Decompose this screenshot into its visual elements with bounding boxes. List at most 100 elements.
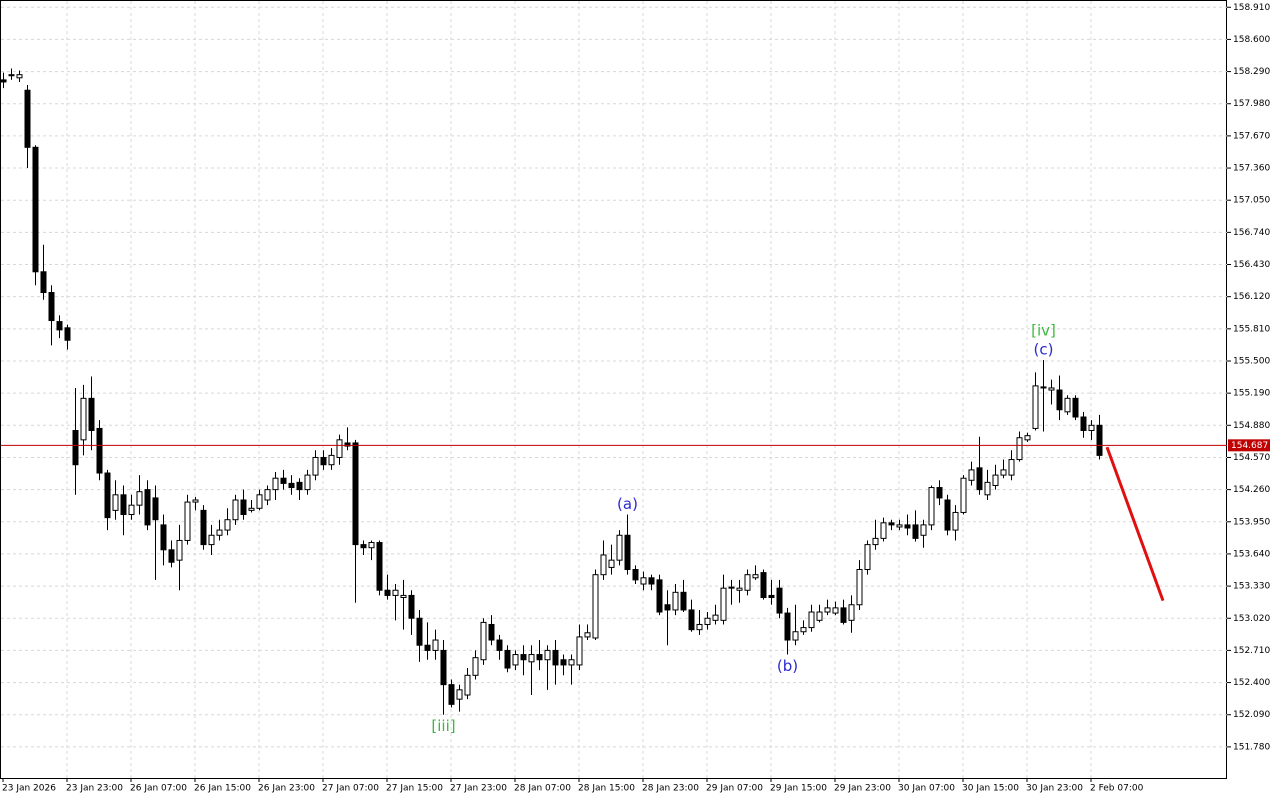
candle-body-bear bbox=[936, 487, 943, 499]
candle-body-bull bbox=[432, 639, 439, 651]
y-tick-label: 152.400 bbox=[1233, 678, 1270, 688]
candle-body-bull bbox=[928, 487, 935, 526]
candle-body-bear bbox=[688, 609, 695, 631]
candle-body-bull bbox=[896, 524, 903, 528]
candle-body-bull bbox=[568, 659, 575, 666]
candle-body-bull bbox=[1064, 397, 1071, 413]
candle-body-bull bbox=[1032, 385, 1039, 429]
y-tick-label: 155.810 bbox=[1233, 324, 1270, 334]
candle-body-bull bbox=[704, 617, 711, 625]
candle-body-bear bbox=[152, 497, 159, 521]
x-tick-label: 26 Jan 07:00 bbox=[130, 784, 187, 794]
candle-body-bull bbox=[184, 501, 191, 541]
candle-body-bear bbox=[288, 482, 295, 489]
candle-body-bear bbox=[320, 456, 327, 466]
x-tick-label: 29 Jan 23:00 bbox=[834, 784, 891, 794]
candle-body-bear bbox=[104, 472, 111, 519]
candle-body-bear bbox=[296, 481, 303, 491]
y-tick-label: 158.600 bbox=[1233, 35, 1270, 45]
candle-body-bull bbox=[608, 559, 615, 568]
candle-body-bull bbox=[576, 636, 583, 666]
candle-body-bull bbox=[544, 649, 551, 661]
candle-body-bull bbox=[8, 74, 15, 77]
candle-body-bear bbox=[1080, 416, 1087, 431]
candle-body-bull bbox=[456, 689, 463, 700]
candle-body-bull bbox=[600, 554, 607, 576]
x-tick-label: 30 Jan 07:00 bbox=[898, 784, 955, 794]
candle-body-bull bbox=[176, 539, 183, 561]
candle-body-bear bbox=[768, 594, 775, 599]
wave-label: [iv] bbox=[1031, 321, 1056, 339]
wave-label: (c) bbox=[1034, 340, 1054, 358]
candle-body-bull bbox=[272, 477, 279, 491]
candle-body-bull bbox=[592, 574, 599, 639]
candle-body-bull bbox=[1088, 424, 1095, 431]
candle-body-bear bbox=[168, 549, 175, 563]
candle-body-bear bbox=[560, 659, 567, 666]
candle-body-bull bbox=[816, 611, 823, 621]
candle-body-bear bbox=[624, 534, 631, 570]
candle-body-bull bbox=[512, 654, 519, 666]
candle-body-bull bbox=[736, 587, 743, 591]
candle-body-bull bbox=[872, 537, 879, 546]
candle-body-bear bbox=[648, 577, 655, 585]
candle-body-bear bbox=[488, 623, 495, 641]
candle-body-bull bbox=[224, 519, 231, 531]
candle-body-bear bbox=[440, 649, 447, 686]
y-tick-label: 154.570 bbox=[1233, 453, 1270, 463]
candle-body-bear bbox=[0, 79, 7, 83]
candle-body-bull bbox=[336, 439, 343, 458]
candle-body-bull bbox=[984, 481, 991, 496]
candle-body-bull bbox=[848, 604, 855, 621]
candle-body-bull bbox=[1040, 386, 1047, 389]
x-tick-label: 27 Jan 07:00 bbox=[322, 784, 379, 794]
x-tick-label: 26 Jan 15:00 bbox=[194, 784, 251, 794]
y-tick-label: 152.710 bbox=[1233, 646, 1270, 656]
x-tick-label: 30 Jan 15:00 bbox=[962, 784, 1019, 794]
candle-body-bull bbox=[752, 574, 759, 579]
candle-body-bull bbox=[232, 499, 239, 521]
x-tick-label: 28 Jan 15:00 bbox=[578, 784, 635, 794]
y-tick-label: 156.740 bbox=[1233, 228, 1270, 238]
candle-body-bear bbox=[504, 649, 511, 669]
candle-body-bear bbox=[24, 89, 31, 148]
y-tick-label: 154.260 bbox=[1233, 485, 1270, 495]
x-tick-label: 28 Jan 07:00 bbox=[514, 784, 571, 794]
x-tick-label: 26 Jan 23:00 bbox=[258, 784, 315, 794]
candle-body-bull bbox=[992, 474, 999, 486]
candle-body-bull bbox=[920, 524, 927, 536]
candle-body-bull bbox=[856, 568, 863, 606]
candle-body-bull bbox=[1024, 435, 1031, 441]
candle-body-bull bbox=[696, 623, 703, 631]
candle-body-bear bbox=[408, 594, 415, 619]
y-tick-label: 158.290 bbox=[1233, 67, 1270, 77]
y-tick-label: 157.980 bbox=[1233, 99, 1270, 109]
candle-body-bull bbox=[80, 397, 87, 441]
candle-body-bull bbox=[1000, 469, 1007, 476]
candle-body-bear bbox=[1072, 397, 1079, 418]
candle-body-bear bbox=[200, 509, 207, 546]
candle-body-bull bbox=[480, 621, 487, 661]
x-tick-label: 29 Jan 07:00 bbox=[706, 784, 763, 794]
plot-area bbox=[0, 0, 1227, 779]
candle-body-bull bbox=[832, 607, 839, 614]
candle-body-bull bbox=[16, 74, 23, 79]
y-tick-label: 156.120 bbox=[1233, 292, 1270, 302]
candle-body-bear bbox=[656, 579, 663, 613]
candle-body-bear bbox=[96, 427, 103, 474]
candle-body-bear bbox=[240, 499, 247, 516]
x-tick-label: 27 Jan 15:00 bbox=[386, 784, 443, 794]
candle-body-bull bbox=[392, 589, 399, 596]
candle-body-bull bbox=[304, 474, 311, 491]
x-tick-label: 23 Jan 2026 bbox=[2, 784, 56, 794]
candle-body-bull bbox=[136, 491, 143, 506]
wave-label: (a) bbox=[617, 495, 638, 513]
candle-body-bear bbox=[944, 499, 951, 531]
candle-body-bear bbox=[496, 639, 503, 651]
x-tick-label: 29 Jan 15:00 bbox=[770, 784, 827, 794]
candle-body-bear bbox=[280, 477, 287, 484]
candle-body-bull bbox=[368, 542, 375, 549]
y-tick-label: 153.950 bbox=[1233, 517, 1270, 527]
candle-body-bull bbox=[616, 534, 623, 561]
candle-body-bull bbox=[792, 631, 799, 641]
